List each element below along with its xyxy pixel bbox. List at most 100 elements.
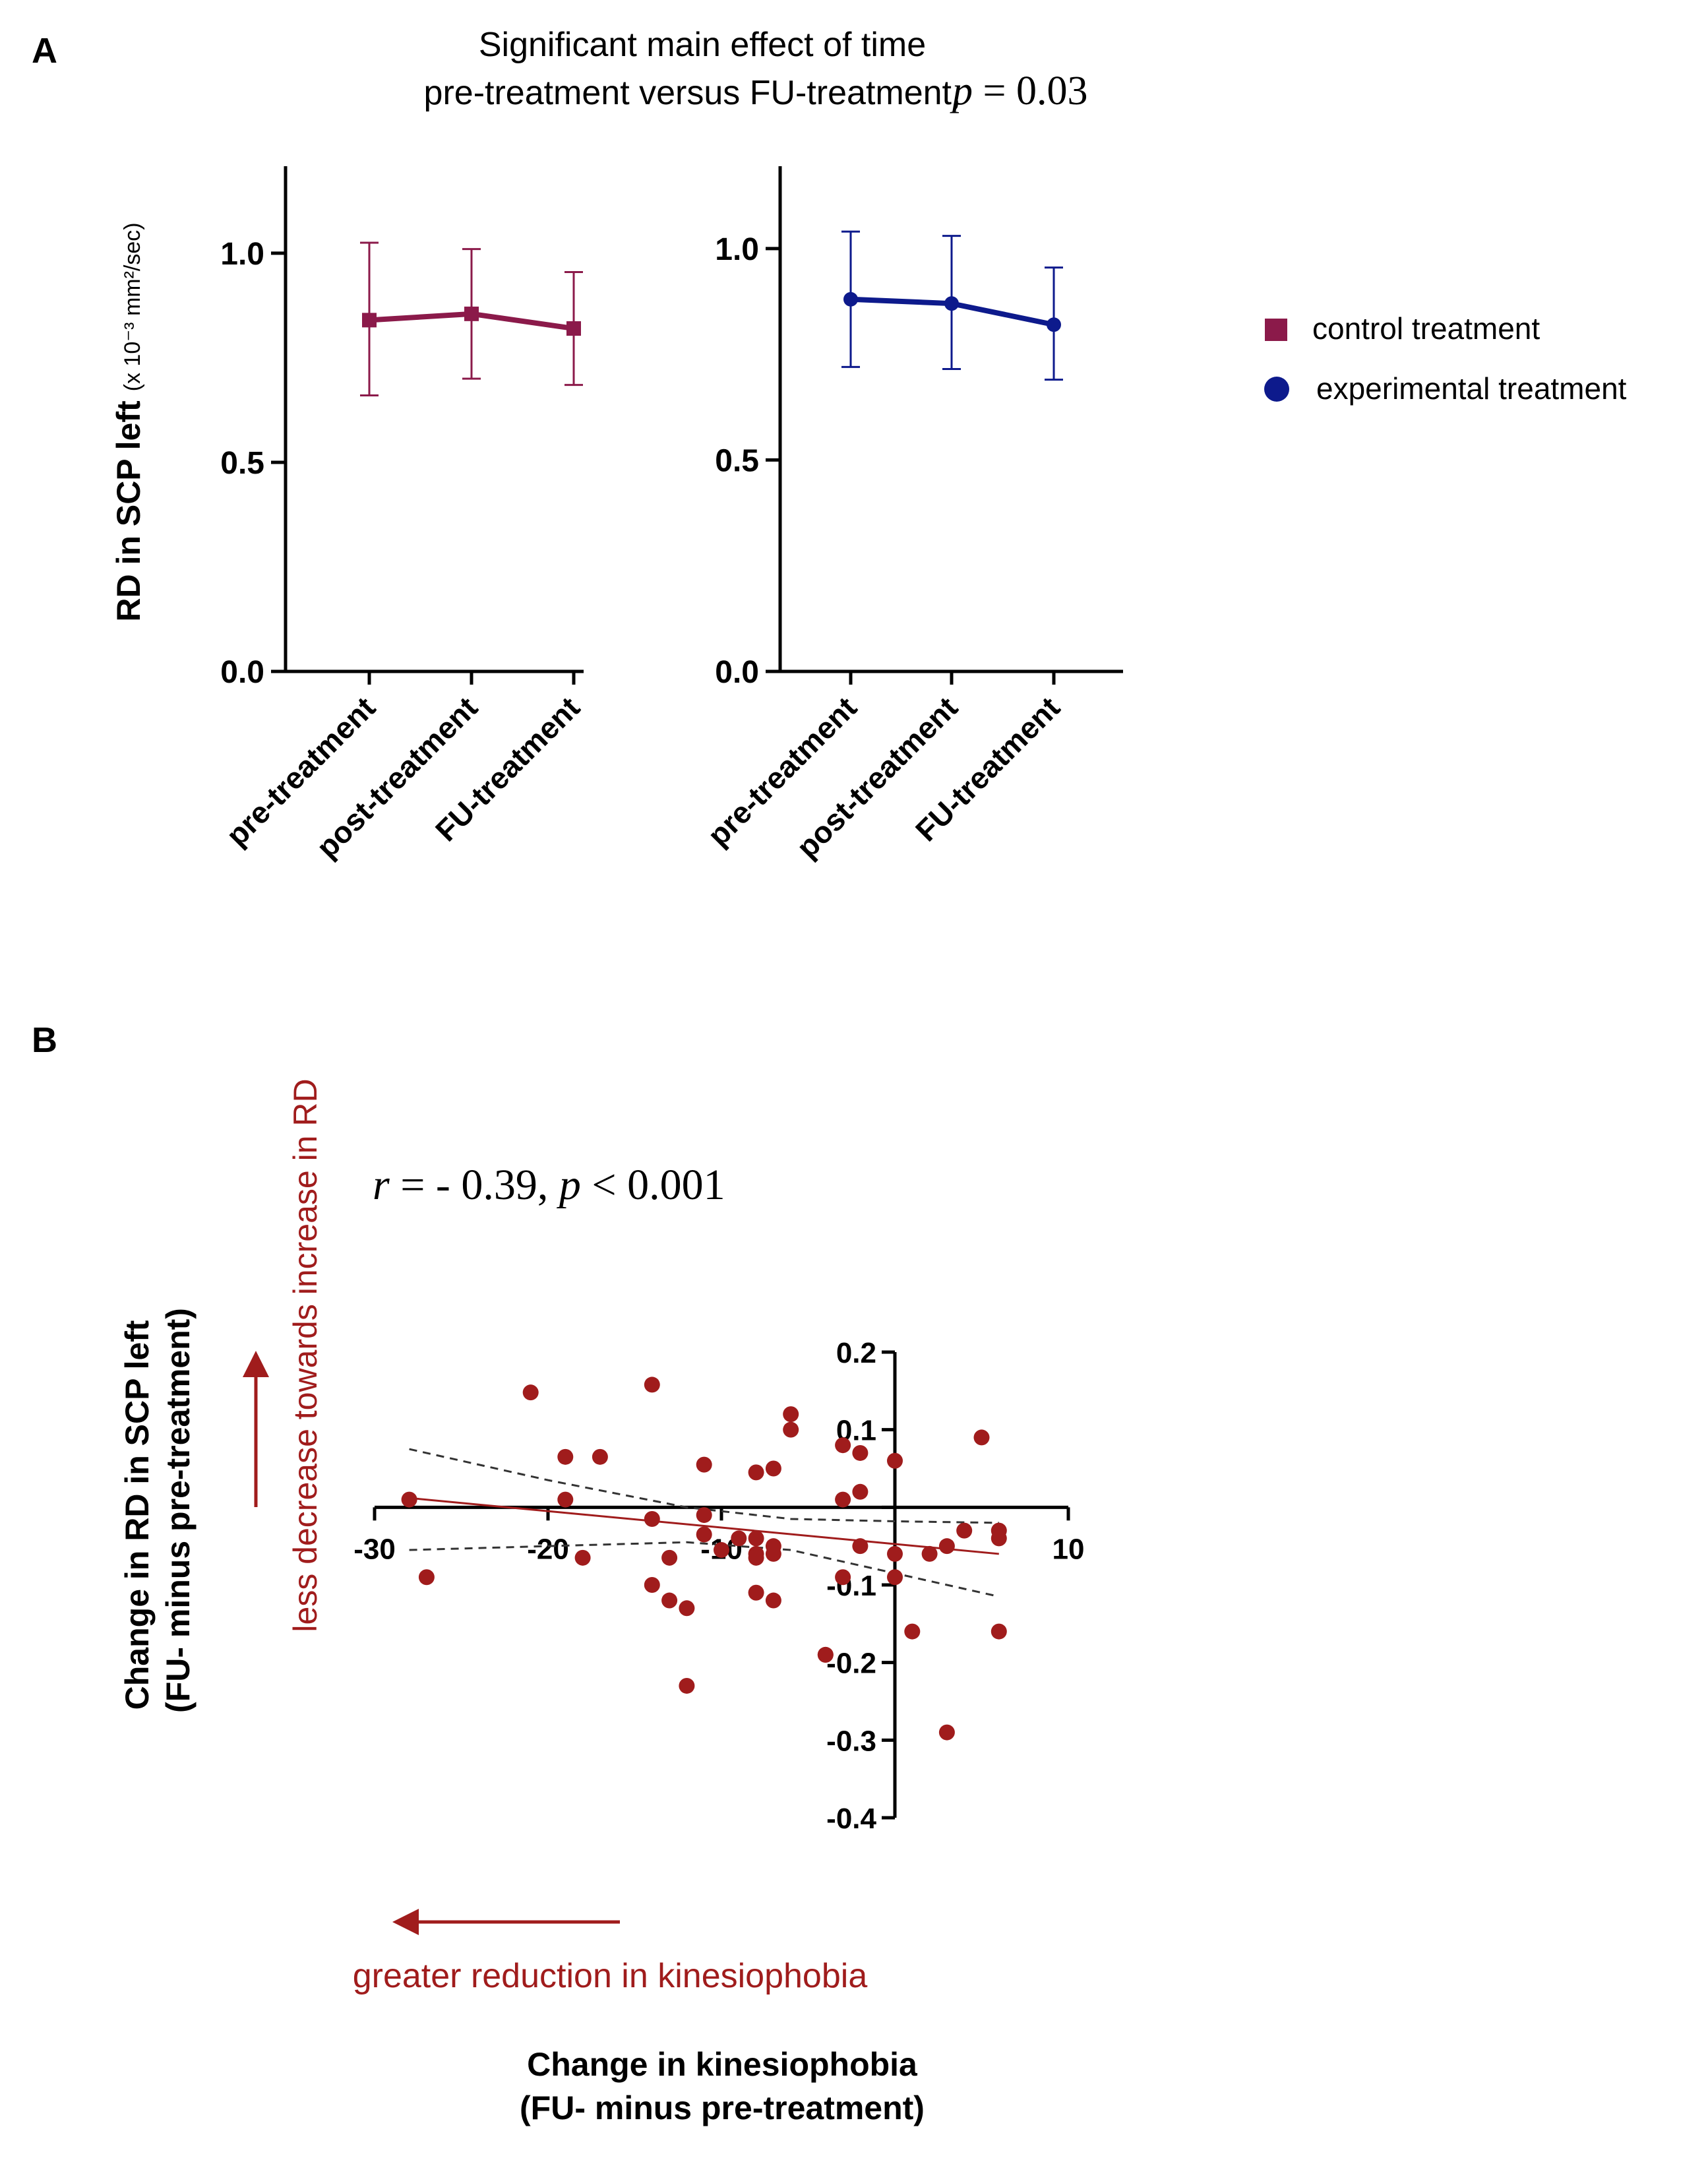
scatter-point	[921, 1545, 938, 1562]
scatter-point	[835, 1569, 851, 1586]
scatter-point	[973, 1429, 990, 1446]
scatter-point	[748, 1584, 764, 1601]
scatter-point	[887, 1569, 903, 1586]
panel-b-stat-r-value: = - 0.39,	[390, 1161, 559, 1209]
control-point	[566, 321, 581, 336]
scatter-point	[679, 1677, 695, 1694]
experimental-y-tick-label: 1.0	[715, 232, 759, 267]
panel-b-stat: r = - 0.39, p < 0.001	[373, 1161, 725, 1209]
scatter-point	[644, 1510, 660, 1527]
scatter-point	[418, 1569, 435, 1586]
scatter-point	[765, 1545, 781, 1562]
scatter-point	[835, 1437, 851, 1454]
panel-a-label: A	[32, 31, 57, 71]
scatter-ci-upper	[409, 1448, 999, 1524]
scatter-point	[991, 1623, 1007, 1640]
experimental-y-tick-label: 0.5	[715, 443, 759, 478]
panel-a-title-pvalue: p = 0.03	[950, 69, 1087, 113]
scatter-y-tick-label: -0.1	[826, 1570, 876, 1602]
control-y-tick-label: 0.0	[220, 655, 264, 690]
scatter-x-tick-label: 10	[1052, 1533, 1085, 1565]
legend: control treatment experimental treatment	[1264, 311, 1627, 406]
scatter-point	[765, 1460, 781, 1477]
panel-a-ylabel-main: RD in SCP left	[110, 400, 147, 622]
panel-a-title-line2: pre-treatment versus FU-treatment,	[424, 74, 961, 112]
panel-b-ylabel-line1: Change in RD in SCP left	[119, 1320, 156, 1710]
scatter-point	[696, 1456, 712, 1473]
scatter-point	[644, 1577, 660, 1593]
panel-b-stat-p: p	[557, 1161, 581, 1209]
scatter-point	[748, 1530, 764, 1547]
experimental-point	[944, 296, 959, 311]
scatter-ci-lower	[409, 1541, 1000, 1598]
scatter-y-tick-label: -0.3	[826, 1725, 876, 1757]
scatter-point	[991, 1530, 1007, 1547]
panel-b-ylabel-line2: (FU- minus pre-treatment)	[160, 1308, 197, 1713]
scatter-point	[731, 1530, 747, 1547]
legend-control-label: control treatment	[1312, 311, 1540, 346]
scatter-point	[574, 1549, 591, 1566]
scatter-point	[522, 1384, 539, 1401]
scatter-y-tick-label: -0.2	[826, 1648, 876, 1680]
scatter-point	[696, 1526, 712, 1543]
panel-b-xlabel-line1: Change in kinesiophobia	[527, 2046, 918, 2083]
scatter-point	[401, 1491, 417, 1508]
scatter-point	[783, 1406, 799, 1423]
control-y-tick-label: 0.5	[220, 446, 264, 481]
arrow-left-label: greater reduction in kinesiophobia	[353, 1957, 868, 1995]
scatter-x-tick-label: -30	[353, 1533, 396, 1565]
scatter-point	[661, 1549, 678, 1566]
scatter-point	[852, 1483, 869, 1500]
control-point	[362, 313, 377, 328]
experimental-point	[843, 292, 858, 307]
scatter-point	[956, 1522, 973, 1539]
legend-experimental-label: experimental treatment	[1316, 371, 1627, 406]
panel-a-ylabel-unit: (x 10⁻³ mm²/sec)	[120, 222, 145, 391]
scatter-point	[748, 1549, 764, 1566]
scatter-point	[938, 1724, 955, 1741]
panel-b-label: B	[32, 1020, 57, 1060]
scatter-point	[852, 1444, 869, 1461]
scatter-point	[765, 1592, 781, 1609]
scatter-point	[887, 1545, 903, 1562]
scatter-point	[904, 1623, 921, 1640]
control-point	[464, 306, 479, 321]
panel-a-title-p-value: = 0.03	[973, 69, 1087, 113]
panel-b-ylabel: Change in RD in SCP left (FU- minus pre-…	[119, 1308, 197, 1713]
scatter-point	[644, 1377, 660, 1393]
legend-experimental-marker	[1264, 377, 1289, 402]
scatter-point	[661, 1592, 678, 1609]
scatter-point	[852, 1538, 869, 1555]
panel-a-title-p-symbol: p	[950, 69, 973, 113]
scatter-point	[783, 1421, 799, 1438]
scatter-point	[557, 1448, 574, 1465]
arrow-up-label: less decrease towards increase in RD	[287, 1078, 324, 1632]
scatter-point	[592, 1448, 608, 1465]
experimental-point	[1047, 317, 1061, 332]
scatter-point	[817, 1646, 834, 1663]
panel-b-stat-r: r	[373, 1161, 390, 1209]
control-treatment-chart: 0.00.51.0pre-treatmentpost-treatmentFU-t…	[220, 166, 586, 865]
legend-control-marker	[1265, 319, 1287, 341]
experimental-y-tick-label: 0.0	[715, 655, 759, 690]
panel-b-xlabel-line2: (FU- minus pre-treatment)	[520, 2089, 925, 2126]
scatter-point	[938, 1538, 955, 1555]
panel-a-ylabel: RD in SCP left (x 10⁻³ mm²/sec)	[110, 222, 147, 621]
scatter-point	[557, 1491, 574, 1508]
scatter-point	[887, 1452, 903, 1469]
scatter-y-tick-label: -0.4	[826, 1803, 876, 1835]
scatter-point	[748, 1464, 764, 1481]
panel-b-stat-p-value: < 0.001	[581, 1161, 725, 1209]
scatter-chart: 0.20.1-0.1-0.2-0.3-0.4-30-20-1010	[353, 1337, 1084, 1835]
control-y-tick-label: 1.0	[220, 237, 264, 272]
scatter-point	[714, 1542, 729, 1559]
panel-a-title-line2-text: pre-treatment versus FU-treatment,	[424, 74, 961, 112]
scatter-x-tick-label: -20	[527, 1533, 569, 1565]
scatter-regression-line	[409, 1497, 999, 1555]
scatter-point	[835, 1491, 851, 1508]
scatter-point	[696, 1507, 712, 1524]
scatter-y-tick-label: 0.2	[836, 1337, 876, 1369]
panel-a-title-line1: Significant main effect of time	[479, 26, 926, 64]
scatter-point	[679, 1600, 695, 1617]
